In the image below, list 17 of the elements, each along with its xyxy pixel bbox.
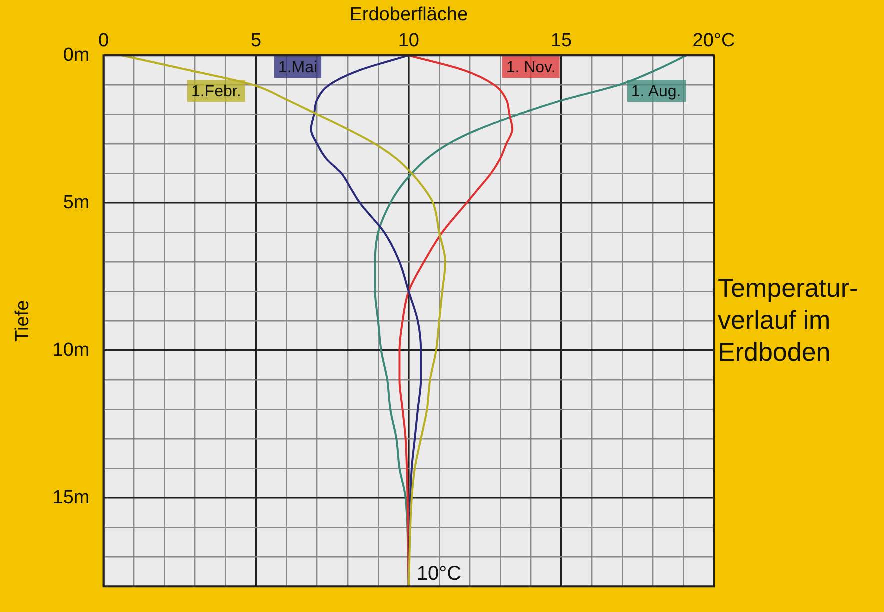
text: Temperatur-verlauf im Erdboden (718, 272, 860, 368)
y-axis-title: Tiefe (12, 300, 34, 342)
y-tick-label: 5m (63, 192, 90, 214)
x-axis-title: Erdoberfläche (350, 4, 468, 26)
y-tick-label: 15m (52, 487, 90, 508)
y-tick-label: 0m (63, 44, 90, 66)
annotation: 10°C (416, 563, 462, 586)
series-label: 1.Mai (278, 60, 318, 77)
y-tick-label: 10m (52, 340, 90, 361)
x-tick-label: 20°C (692, 30, 736, 52)
series-label: 1.Febr. (191, 84, 242, 101)
x-tick-label: 10 (398, 30, 420, 52)
x-tick-label: 15 (550, 30, 572, 52)
series-label: 1. Aug. (631, 84, 682, 101)
series-label: 1. Nov. (506, 60, 556, 77)
x-tick-label: 5 (251, 30, 262, 52)
x-tick-label: 0 (98, 30, 110, 52)
